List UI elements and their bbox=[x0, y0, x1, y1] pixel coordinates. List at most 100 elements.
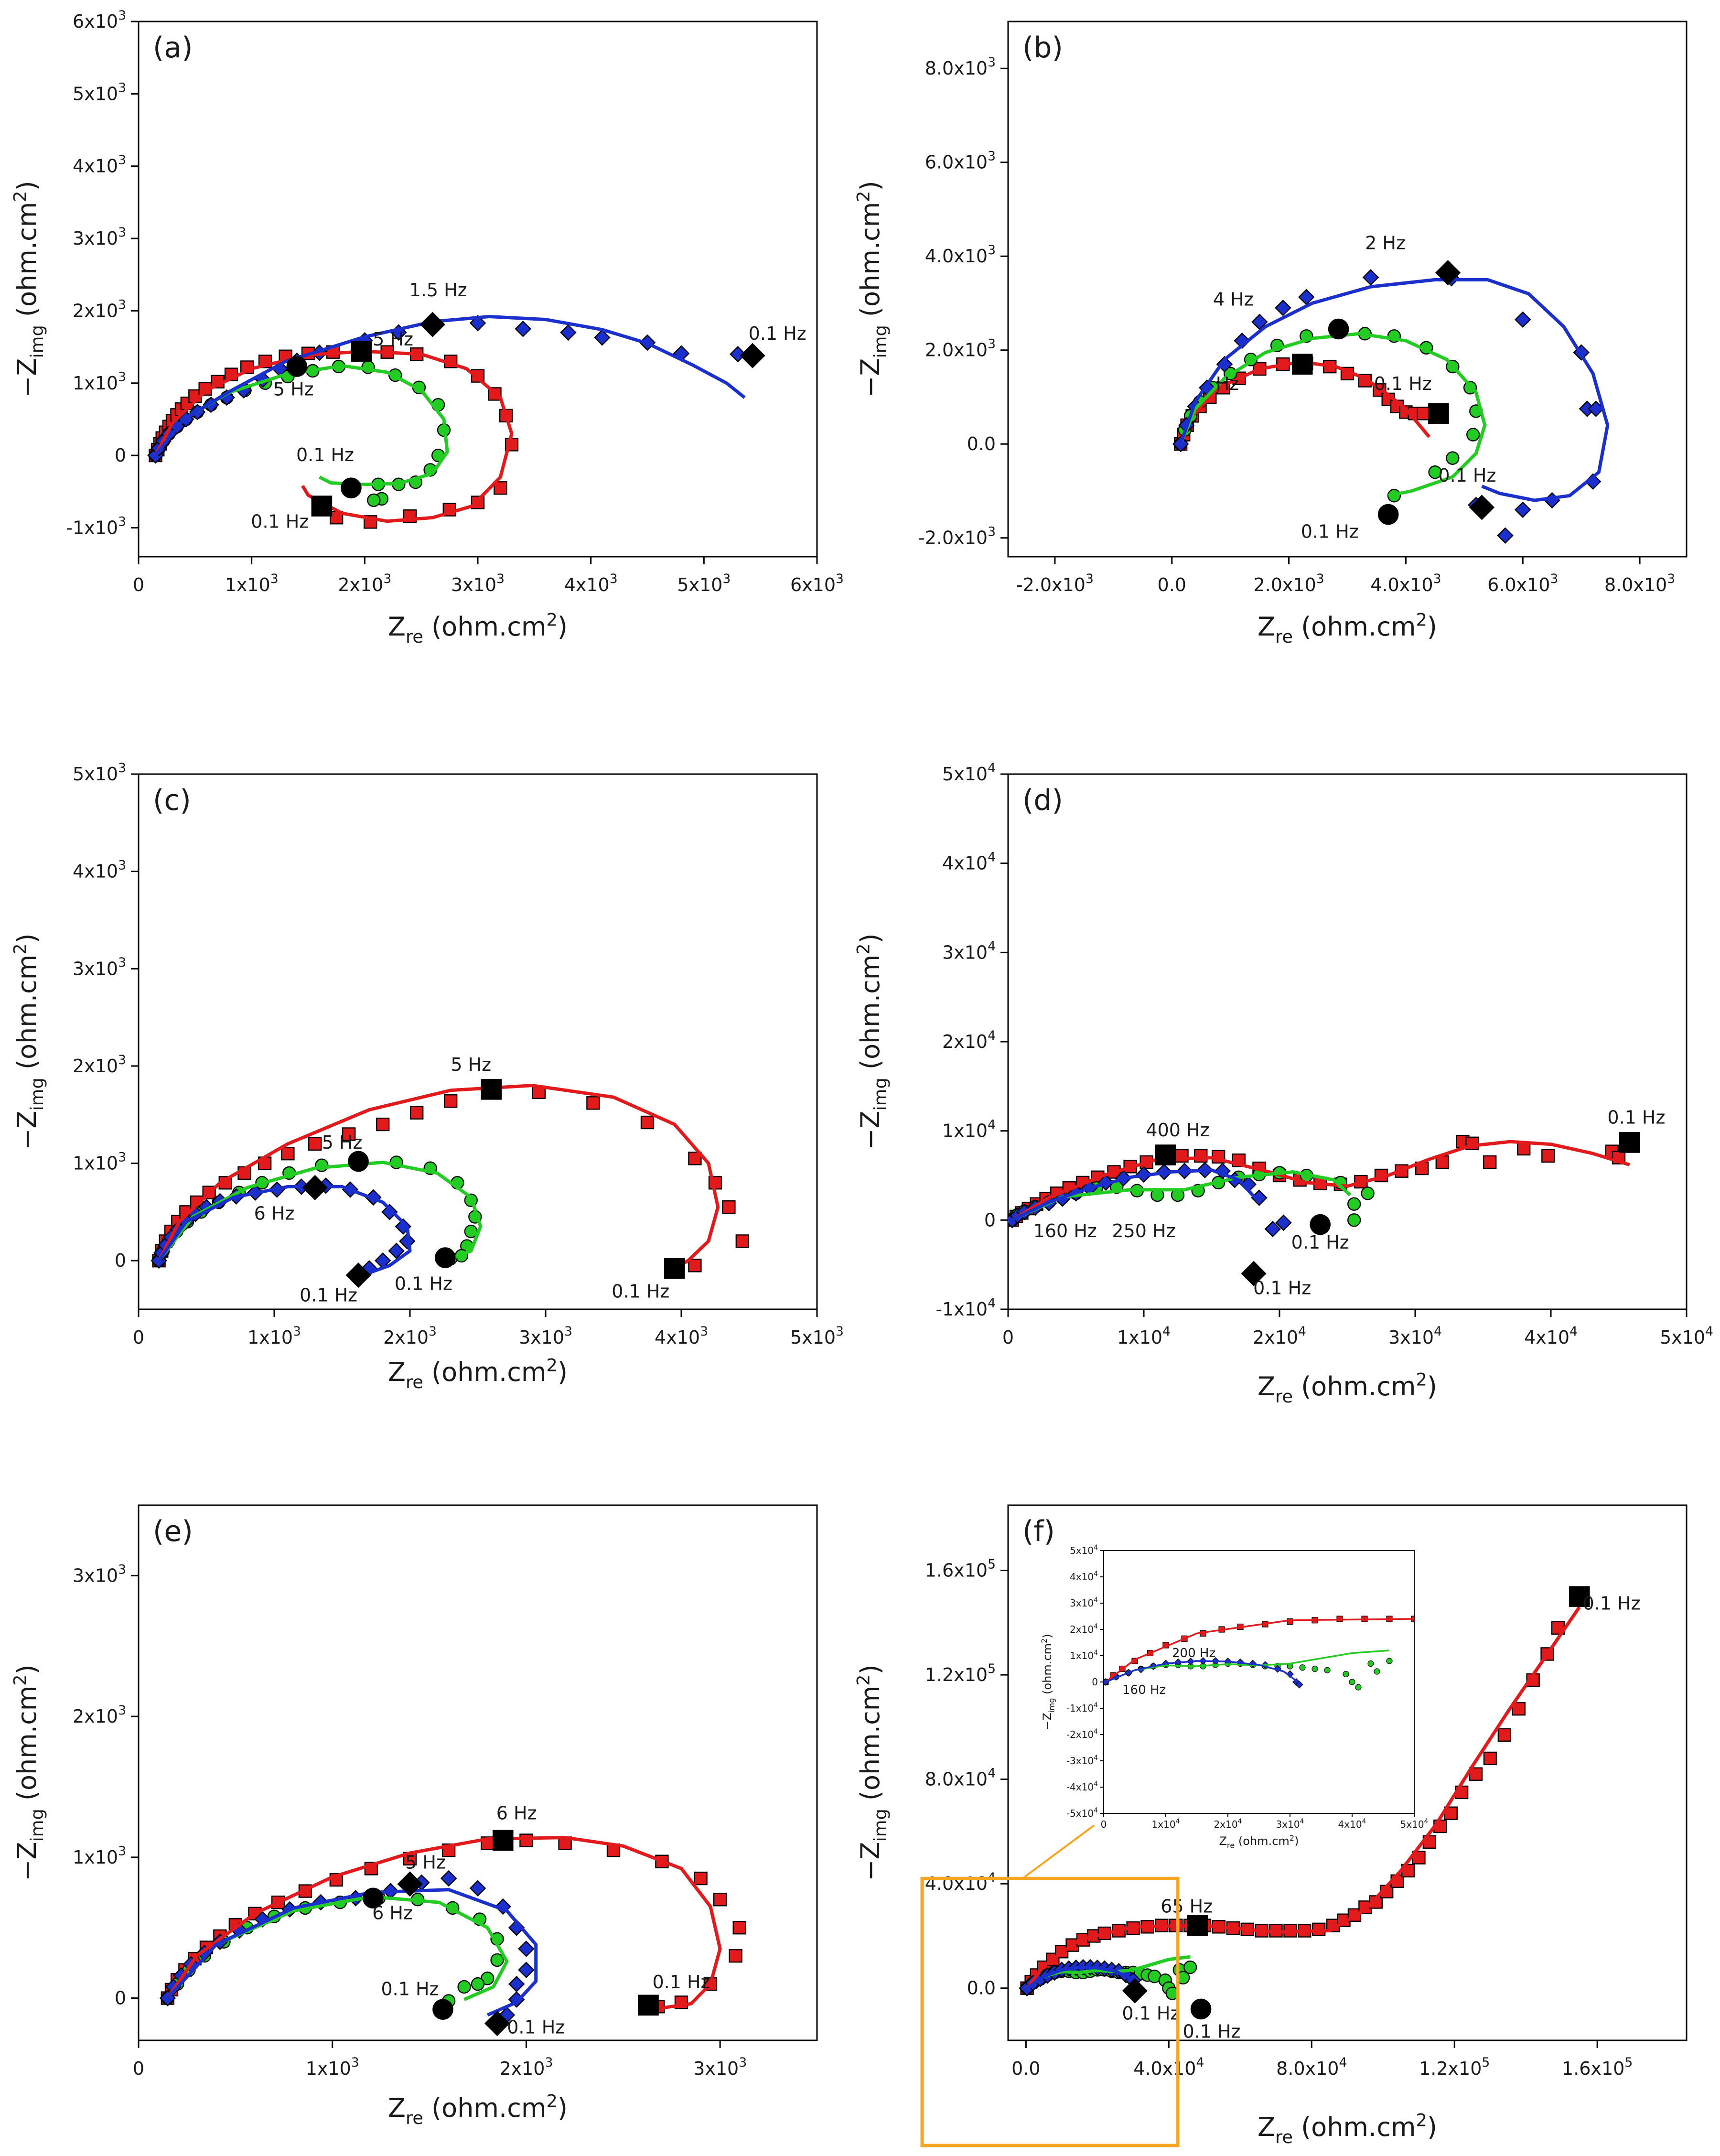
fit-line-red bbox=[157, 1084, 720, 1270]
inset-data-point-blue bbox=[1292, 1678, 1301, 1686]
inset-frequency-label: 160 Hz bbox=[1122, 1683, 1166, 1697]
frequency-marker-red bbox=[1428, 403, 1449, 424]
inset-x-tick-label: 0 bbox=[1101, 1819, 1107, 1830]
data-point-red bbox=[735, 1234, 749, 1248]
plot-frame bbox=[1007, 1504, 1688, 2041]
fit-line-blue bbox=[166, 1888, 538, 2017]
frequency-marker-blue bbox=[1122, 1978, 1148, 2004]
frequency-label: 0.1 Hz bbox=[1374, 373, 1432, 394]
chart-panel-5: 0.0 4.0x104 8.0x104 1.2x105 1.6x105 0.0 4.0x10… bbox=[853, 1504, 1688, 2147]
data-point-red bbox=[444, 1094, 458, 1108]
data-point-red bbox=[694, 1871, 708, 1886]
fit-line-green bbox=[1179, 332, 1487, 497]
x-tick-label: 8.0x103 bbox=[1604, 571, 1675, 595]
x-tick-label: 2.0x103 bbox=[1253, 571, 1324, 595]
x-tick-label: 5x104 bbox=[1660, 1324, 1713, 1348]
frequency-marker-red bbox=[351, 341, 372, 362]
frequency-label: 1.5 Hz bbox=[409, 280, 467, 301]
plot-area bbox=[1019, 1586, 1590, 2020]
y-tick-label: 2x103 bbox=[73, 1053, 126, 1077]
data-point-green bbox=[1361, 1186, 1375, 1200]
frequency-label: 0.1 Hz bbox=[1182, 2021, 1240, 2042]
inset-y-tick-label: 3x104 bbox=[1070, 1596, 1098, 1609]
y-tick-label: 8.0x103 bbox=[925, 55, 996, 79]
data-point-green bbox=[367, 493, 381, 507]
x-tick-label: 5x103 bbox=[677, 571, 731, 595]
data-point-red bbox=[586, 1096, 600, 1110]
y-tick-label: 2x103 bbox=[73, 1703, 126, 1727]
y-tick-label: 4x104 bbox=[942, 850, 996, 874]
frequency-marker-red bbox=[1619, 1132, 1640, 1153]
x-axis-label: Zre (ohm.cm2) bbox=[1258, 609, 1437, 647]
data-point-green bbox=[1183, 1960, 1197, 1974]
y-tick-label: 4x103 bbox=[73, 858, 126, 882]
inset-frequency-label: 200 Hz bbox=[1172, 1646, 1215, 1660]
data-point-blue bbox=[440, 1870, 457, 1887]
frequency-label: 2 Hz bbox=[1365, 232, 1406, 253]
inset-data-point-blue bbox=[1286, 1670, 1294, 1678]
plot-frame bbox=[138, 1504, 818, 2041]
panel-label: (d) bbox=[1022, 784, 1063, 817]
inset-y-tick-label: -4x104 bbox=[1066, 1780, 1098, 1793]
data-point-red bbox=[1517, 1142, 1531, 1156]
y-tick-label: 1x103 bbox=[73, 370, 126, 394]
inset-data-point-green bbox=[1355, 1684, 1362, 1691]
frequency-marker-red bbox=[1187, 1915, 1208, 1936]
x-tick-label: 3x104 bbox=[1388, 1324, 1442, 1348]
frequency-marker-blue bbox=[1469, 495, 1495, 520]
data-point-blue bbox=[518, 1962, 535, 1978]
frequency-label: 160 Hz bbox=[1033, 1220, 1097, 1241]
fit-line-blue bbox=[1179, 278, 1610, 502]
data-point-red bbox=[281, 1147, 295, 1161]
inset-data-point-blue bbox=[1273, 1665, 1282, 1673]
data-point-red bbox=[732, 1921, 746, 1935]
panel-label: (e) bbox=[153, 1515, 193, 1548]
x-tick-label: 1.6x105 bbox=[1562, 2055, 1633, 2079]
inset-fit-line-blue bbox=[1105, 1660, 1297, 1683]
frequency-marker-red bbox=[311, 496, 333, 517]
frequency-marker-blue bbox=[345, 1262, 371, 1288]
y-tick-label: 2x103 bbox=[73, 297, 126, 321]
x-tick-label: 2x103 bbox=[383, 1324, 437, 1348]
inset-y-tick-label: 1x104 bbox=[1070, 1649, 1098, 1661]
y-tick-label: 0.0 bbox=[967, 1978, 996, 1999]
frequency-label: 0.1 Hz bbox=[749, 323, 806, 344]
x-tick-label: 2x104 bbox=[1253, 1324, 1306, 1348]
fit-line-blue bbox=[157, 1185, 412, 1277]
data-point-red bbox=[1541, 1149, 1555, 1163]
frequency-marker-green bbox=[341, 477, 362, 499]
x-tick-label: 4.0x104 bbox=[1133, 2055, 1204, 2079]
data-point-red bbox=[722, 1200, 736, 1214]
data-point-red bbox=[376, 1117, 390, 1132]
data-point-red bbox=[1497, 1728, 1512, 1742]
x-tick-label: 5x103 bbox=[790, 1324, 844, 1348]
y-tick-label: 3x104 bbox=[942, 939, 996, 963]
frequency-marker-blue bbox=[1241, 1261, 1267, 1286]
frequency-label: 0.1 Hz bbox=[1253, 1277, 1311, 1298]
data-point-red bbox=[688, 1259, 702, 1272]
x-tick-label: 0 bbox=[1002, 1327, 1014, 1348]
data-point-blue bbox=[469, 1880, 486, 1897]
frequency-label: 0.1 Hz bbox=[300, 1285, 357, 1306]
y-axis-label: −Zimg (ohm.cm2) bbox=[10, 933, 47, 1150]
data-point-blue bbox=[1216, 356, 1233, 373]
data-point-red bbox=[258, 1156, 272, 1170]
frequency-label: 0.1 Hz bbox=[1583, 1593, 1641, 1614]
x-axis-label: Zre (ohm.cm2) bbox=[1258, 2110, 1437, 2147]
fit-line-blue bbox=[154, 315, 746, 457]
data-point-red bbox=[640, 1115, 655, 1130]
y-tick-label: 0 bbox=[115, 1250, 126, 1271]
frequency-marker-green bbox=[1328, 318, 1349, 340]
x-tick-label: 6x103 bbox=[790, 571, 844, 595]
chart-panel-2: 0 1x103 2x103 3x103 4x103 5x103 0 1x103 2x103 3x1… bbox=[10, 761, 843, 1392]
data-point-red bbox=[308, 1137, 322, 1151]
plot-area bbox=[1008, 1132, 1640, 1286]
y-tick-label: 6.0x103 bbox=[925, 149, 996, 173]
inset-data-point-green bbox=[1299, 1664, 1306, 1671]
data-point-blue bbox=[1172, 435, 1189, 453]
data-point-red bbox=[410, 1106, 424, 1120]
x-axis-label: Zre (ohm.cm2) bbox=[1258, 1369, 1437, 1407]
inset-y-tick-label: -2x104 bbox=[1066, 1728, 1098, 1740]
y-tick-label: 3x103 bbox=[73, 1562, 126, 1586]
frequency-label: 5 Hz bbox=[405, 1852, 446, 1873]
